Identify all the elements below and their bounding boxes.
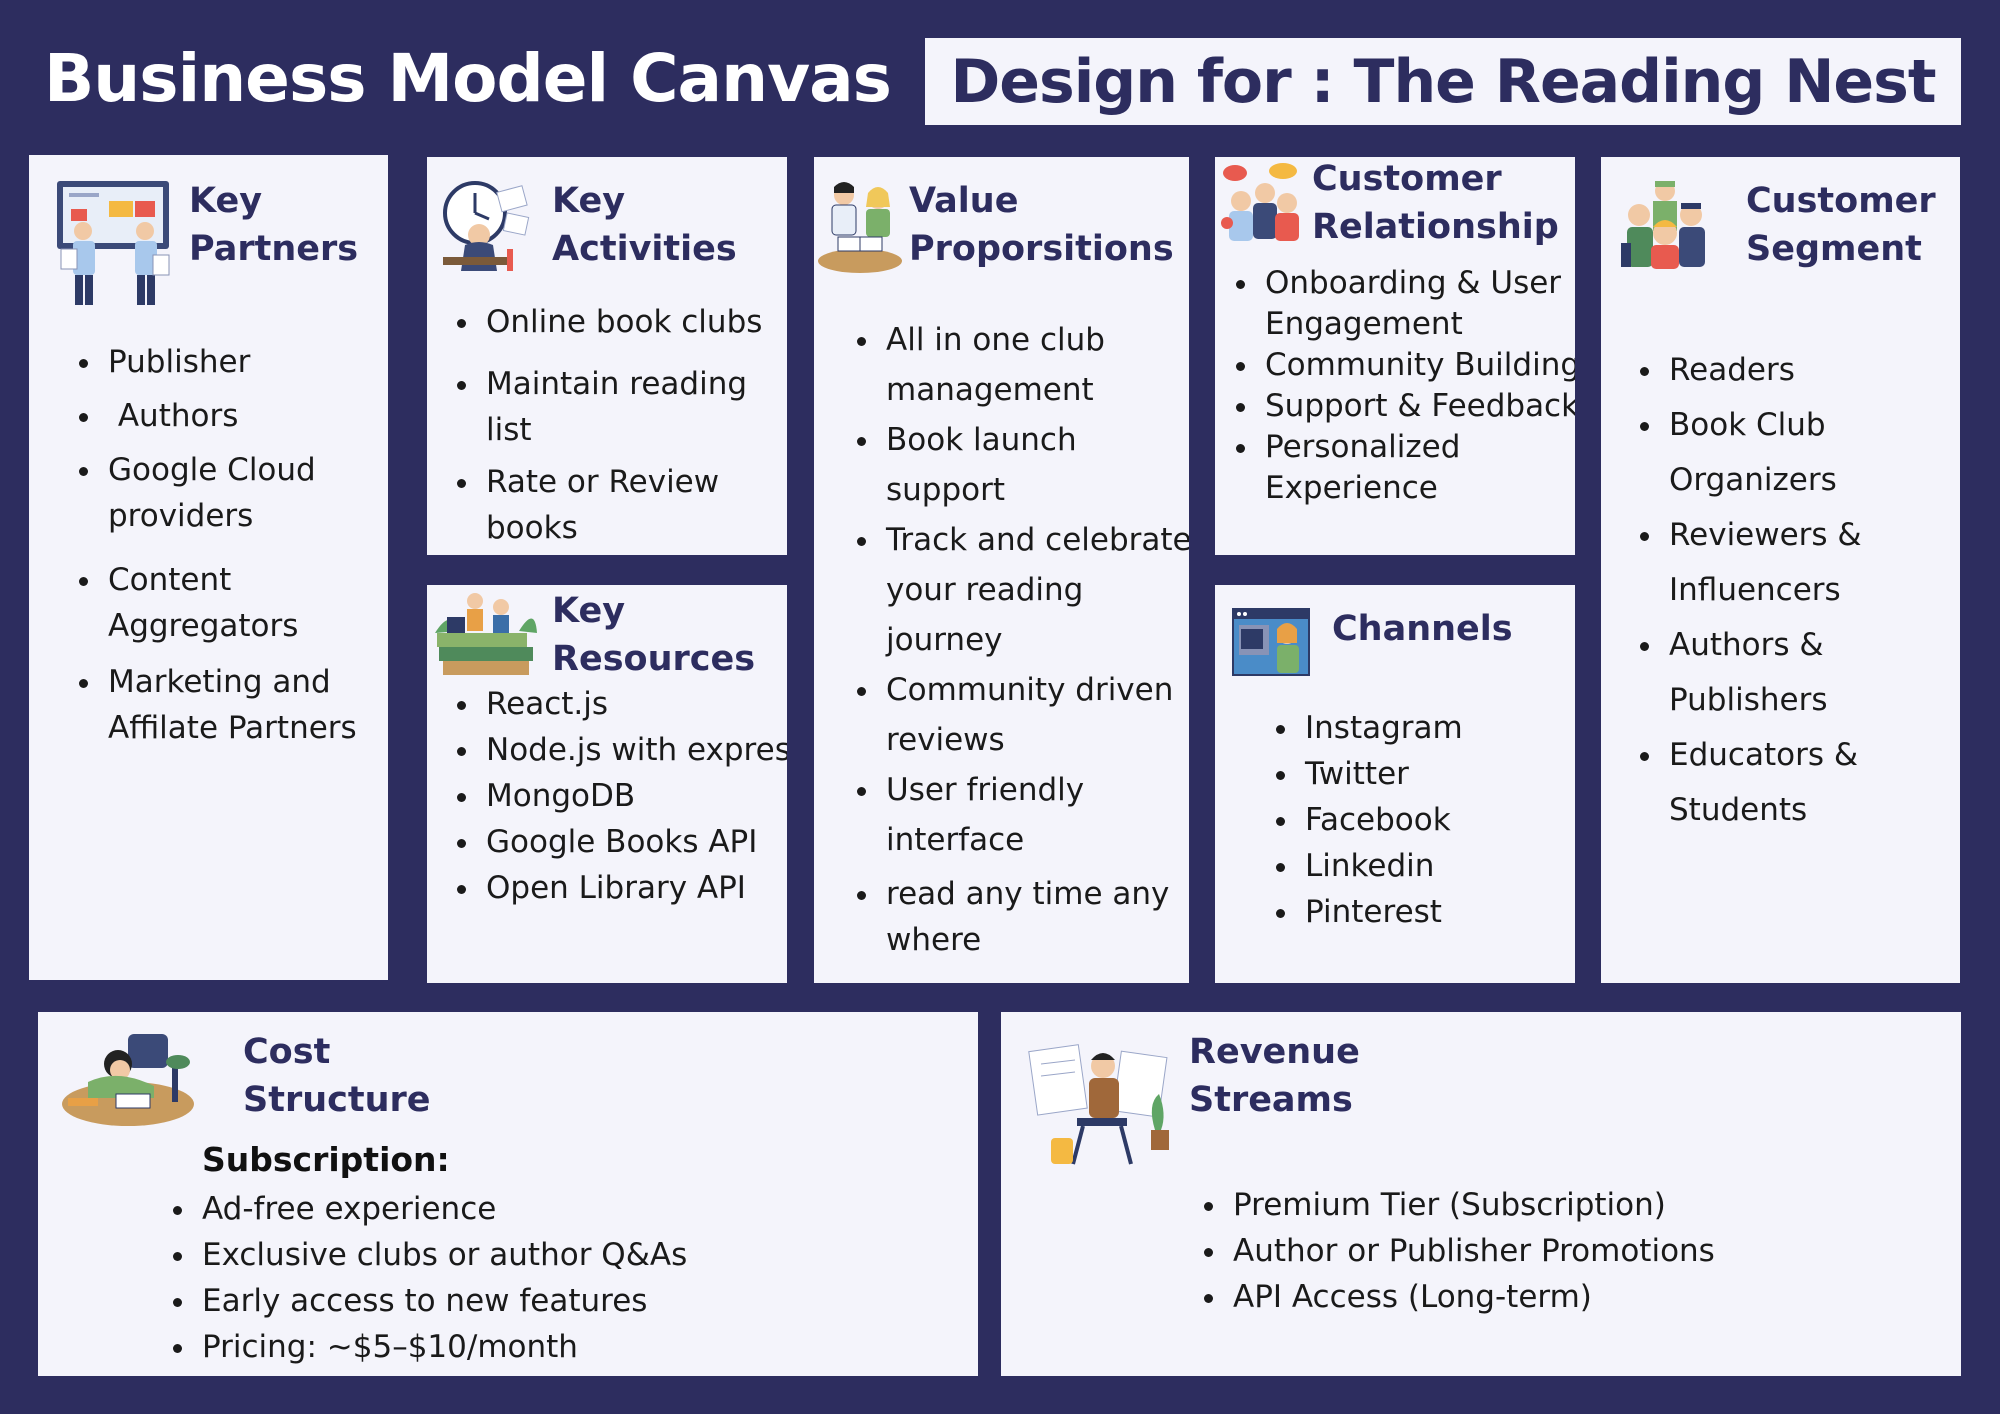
books-stack-icon: [435, 593, 537, 675]
design-for-banner: Design for : The Reading Nest: [925, 38, 1961, 125]
list-item: Community driven reviews: [882, 665, 1189, 765]
list-item: Instagram: [1301, 705, 1575, 751]
customer-relationship-title: Customer Relationship: [1312, 159, 1559, 247]
panel-channels: Channels Instagram Twitter Facebook Link…: [1215, 585, 1575, 983]
student-desk-icon: [62, 1034, 194, 1126]
list-item: Pinterest: [1301, 889, 1575, 935]
customer-segment-list: Readers Book Club Organizers Reviewers &…: [1633, 343, 1960, 838]
list-item: Track and celebrate your reading journey: [882, 515, 1189, 665]
list-item: Educators & Students: [1665, 728, 1960, 838]
time-management-icon: [443, 181, 530, 271]
list-item: Onboarding & User Engagement: [1261, 263, 1575, 345]
panel-value-propositions: Value Proporsitions All in one club mana…: [814, 157, 1189, 983]
list-item: Pricing: ~$5–$10/month: [198, 1324, 958, 1370]
customer-relationship-list: Onboarding & User Engagement Community B…: [1229, 263, 1575, 509]
list-item: Early access to new features: [198, 1278, 958, 1324]
list-item: Author or Publisher Promotions: [1229, 1228, 1961, 1274]
revenue-streams-list: Premium Tier (Subscription) Author or Pu…: [1197, 1182, 1961, 1320]
list-item: Node.js with express: [482, 727, 787, 773]
list-item: Google Books API: [482, 819, 787, 865]
cost-structure-title: Cost Structure: [243, 1032, 431, 1120]
list-item: Book launch support: [882, 415, 1189, 515]
key-partners-list: Publisher Authors Google Cloud providers…: [72, 339, 388, 751]
panel-key-partners: Key Partners Publisher Authors Google Cl…: [29, 155, 388, 980]
panel-cost-structure: Cost Structure Subscription: Ad-free exp…: [38, 1012, 978, 1376]
list-item: Facebook: [1301, 797, 1575, 843]
online-browser-icon: [1232, 608, 1310, 676]
list-item: Publisher: [104, 339, 388, 385]
strategy-meeting-icon: [57, 181, 170, 305]
list-item: MongoDB: [482, 773, 787, 819]
panel-revenue-streams: Revenue Streams Premium Tier (Subscripti…: [1001, 1012, 1961, 1376]
list-item: Maintain reading list: [482, 361, 787, 453]
channels-list: Instagram Twitter Facebook Linkedin Pint…: [1269, 705, 1575, 935]
list-item: API Access (Long-term): [1229, 1274, 1961, 1320]
design-for-title: Design for : The Reading Nest: [950, 46, 1937, 117]
list-item: Google Cloud providers: [104, 447, 388, 539]
revenue-streams-title: Revenue Streams: [1189, 1032, 1360, 1120]
list-item: read any time any where: [882, 871, 1189, 963]
list-item: React.js: [482, 681, 787, 727]
list-item: Authors: [104, 393, 388, 439]
list-item: Linkedin: [1301, 843, 1575, 889]
panel-key-resources: Key Resources React.js Node.js with expr…: [427, 585, 787, 983]
list-item: Content Aggregators: [104, 557, 388, 649]
list-item: User friendly interface: [882, 765, 1189, 865]
key-activities-title: Key Activities: [552, 181, 737, 269]
list-item: Twitter: [1301, 751, 1575, 797]
list-item: Exclusive clubs or author Q&As: [198, 1232, 958, 1278]
list-item: Rate or Review books: [482, 459, 787, 551]
list-item: Online book clubs: [482, 299, 787, 345]
group-chat-icon: [1221, 163, 1299, 241]
list-item: All in one club management: [882, 315, 1189, 415]
list-item: Readers: [1665, 343, 1960, 398]
list-item: Open Library API: [482, 865, 787, 911]
value-propositions-list: All in one club management Book launch s…: [850, 315, 1189, 963]
list-item: Ad-free experience: [198, 1186, 958, 1232]
cost-structure-subheading: Subscription:: [202, 1140, 450, 1179]
customer-segment-title: Customer Segment: [1746, 181, 1936, 269]
panel-customer-segment: Customer Segment Readers Book Club Organ…: [1601, 157, 1960, 983]
panel-customer-relationship: Customer Relationship Onboarding & User …: [1215, 157, 1575, 555]
key-activities-list: Online book clubs Maintain reading list …: [450, 299, 787, 551]
channels-title: Channels: [1332, 609, 1513, 649]
list-item: Personalized Experience: [1261, 427, 1575, 509]
readers-icon: [818, 182, 902, 273]
list-item: Marketing and Affilate Partners: [104, 659, 388, 751]
cost-structure-list: Ad-free experience Exclusive clubs or au…: [166, 1186, 958, 1370]
key-resources-title: Key Resources: [552, 591, 756, 679]
list-item: Premium Tier (Subscription): [1229, 1182, 1961, 1228]
panel-key-activities: Key Activities Online book clubs Maintai…: [427, 157, 787, 555]
key-partners-title: Key Partners: [189, 181, 359, 269]
reading-chair-icon: [1028, 1044, 1169, 1165]
people-group-icon: [1621, 181, 1705, 269]
list-item: Book Club Organizers: [1665, 398, 1960, 508]
key-resources-list: React.js Node.js with express MongoDB Go…: [450, 681, 787, 911]
list-item: Community Building: [1261, 345, 1575, 386]
value-propositions-title: Value Proporsitions: [909, 181, 1174, 269]
list-item: Reviewers & Influencers: [1665, 508, 1960, 618]
list-item: Support & Feedback: [1261, 386, 1575, 427]
page-title: Business Model Canvas: [44, 40, 892, 117]
list-item: Authors & Publishers: [1665, 618, 1960, 728]
